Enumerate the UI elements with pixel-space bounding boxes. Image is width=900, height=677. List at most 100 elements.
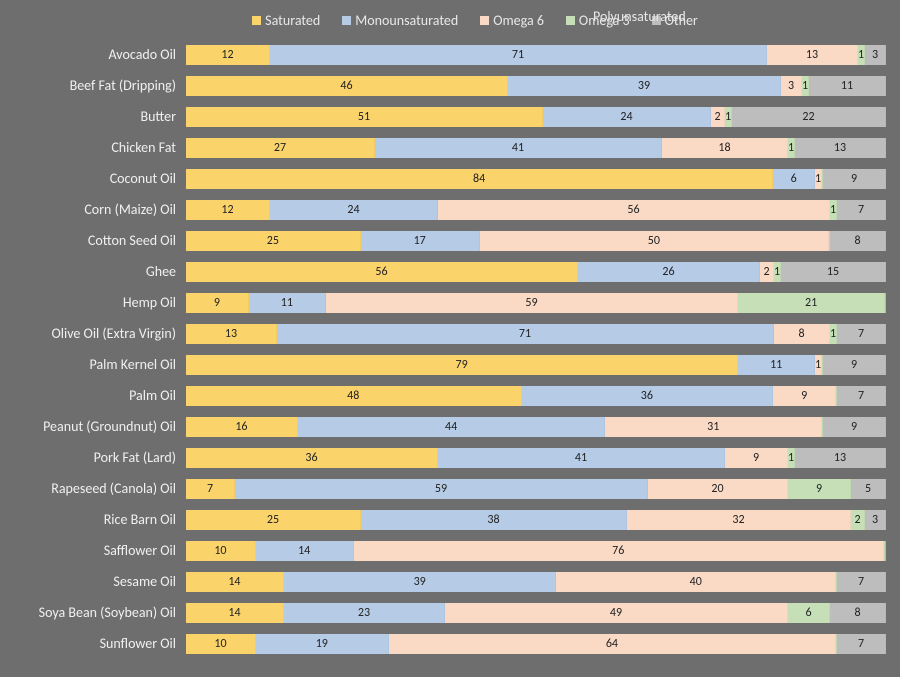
stacked-bar: 1644319 bbox=[186, 417, 886, 437]
segment-saturated: 56 bbox=[186, 262, 578, 282]
segment-saturated: 25 bbox=[186, 231, 361, 251]
row-label: Corn (Maize) Oil bbox=[14, 201, 186, 218]
stacked-bar: 1371817 bbox=[186, 324, 886, 344]
segment-monounsaturated: 41 bbox=[375, 138, 662, 158]
segment-other: 3 bbox=[865, 510, 886, 530]
segment-omega6: 18 bbox=[662, 138, 788, 158]
segment-saturated: 46 bbox=[186, 76, 508, 96]
row-label: Coconut Oil bbox=[14, 170, 186, 187]
row-label: Sesame Oil bbox=[14, 573, 186, 590]
stacked-bar: 25383223 bbox=[186, 510, 886, 530]
segment-omega6: 59 bbox=[326, 293, 738, 313]
segment-omega6: 13 bbox=[767, 45, 858, 65]
segment-other: 7 bbox=[837, 324, 886, 344]
segment-omega6: 1 bbox=[815, 355, 822, 375]
row-label: Pork Fat (Lard) bbox=[14, 449, 186, 466]
segment-other: 13 bbox=[795, 138, 886, 158]
row-label: Beef Fat (Dripping) bbox=[14, 77, 186, 94]
segment-omega6: 32 bbox=[627, 510, 851, 530]
segment-monounsaturated: 71 bbox=[277, 324, 774, 344]
stacked-bar: 101476 bbox=[186, 541, 886, 561]
segment-omega6: 40 bbox=[556, 572, 836, 592]
row-label: Hemp Oil bbox=[14, 294, 186, 311]
segment-saturated: 79 bbox=[186, 355, 738, 375]
segment-saturated: 9 bbox=[186, 293, 249, 313]
chart-row: Avocado Oil12711313 bbox=[14, 39, 886, 70]
segment-other: 9 bbox=[823, 169, 886, 189]
segment-omega6: 1 bbox=[815, 169, 822, 189]
row-label: Sunflower Oil bbox=[14, 635, 186, 652]
legend-swatch-omega3 bbox=[566, 16, 575, 25]
segment-other: 22 bbox=[732, 107, 886, 127]
stacked-bar: 12245617 bbox=[186, 200, 886, 220]
segment-saturated: 14 bbox=[186, 572, 284, 592]
segment-omega6: 56 bbox=[438, 200, 830, 220]
segment-monounsaturated: 44 bbox=[298, 417, 606, 437]
segment-omega6: 2 bbox=[711, 107, 725, 127]
segment-monounsaturated: 11 bbox=[738, 355, 815, 375]
chart-row: Rice Barn Oil25383223 bbox=[14, 504, 886, 535]
chart-row: Palm Oil483697 bbox=[14, 380, 886, 411]
segment-monounsaturated: 23 bbox=[284, 603, 445, 623]
segment-saturated: 14 bbox=[186, 603, 284, 623]
segment-other: 7 bbox=[837, 572, 886, 592]
segment-other: 3 bbox=[865, 45, 886, 65]
segment-other: 8 bbox=[830, 603, 886, 623]
segment-saturated: 16 bbox=[186, 417, 298, 437]
chart-row: Rapeseed (Canola) Oil7592095 bbox=[14, 473, 886, 504]
chart-rows: Avocado Oil12711313Beef Fat (Dripping)46… bbox=[0, 39, 900, 673]
chart-row: Soya Bean (Soybean) Oil14234968 bbox=[14, 597, 886, 628]
segment-other: 5 bbox=[851, 479, 886, 499]
stacked-bar: 1439407 bbox=[186, 572, 886, 592]
segment-saturated: 84 bbox=[186, 169, 773, 189]
segment-saturated: 48 bbox=[186, 386, 522, 406]
legend-item-omega6: Omega 6 bbox=[480, 12, 544, 29]
segment-other: 9 bbox=[823, 417, 886, 437]
chart-row: Sunflower Oil1019647 bbox=[14, 628, 886, 659]
chart-row: Ghee56262115 bbox=[14, 256, 886, 287]
chart-row: Hemp Oil9115921 bbox=[14, 287, 886, 318]
stacked-bar: 84619 bbox=[186, 169, 886, 189]
chart-row: Coconut Oil84619 bbox=[14, 163, 886, 194]
segment-other: 7 bbox=[837, 200, 886, 220]
segment-monounsaturated: 59 bbox=[235, 479, 648, 499]
segment-saturated: 13 bbox=[186, 324, 277, 344]
segment-other: 11 bbox=[809, 76, 886, 96]
segment-omega6: 49 bbox=[445, 603, 788, 623]
row-label: Butter bbox=[14, 108, 186, 125]
segment-omega6: 3 bbox=[781, 76, 802, 96]
segment-saturated: 12 bbox=[186, 45, 270, 65]
segment-omega6: 20 bbox=[648, 479, 788, 499]
row-label: Peanut (Groundnut) Oil bbox=[14, 418, 186, 435]
stacked-bar: 2517508 bbox=[186, 231, 886, 251]
segment-omega3: 1 bbox=[788, 448, 795, 468]
stacked-bar: 7592095 bbox=[186, 479, 886, 499]
chart-row: Palm Kernel Oil791119 bbox=[14, 349, 886, 380]
segment-monounsaturated: 41 bbox=[438, 448, 725, 468]
stacked-bar: 51242122 bbox=[186, 107, 886, 127]
segment-other: 7 bbox=[837, 386, 886, 406]
legend-label: Monounsaturated bbox=[355, 12, 458, 29]
segment-saturated: 12 bbox=[186, 200, 270, 220]
segment-saturated: 10 bbox=[186, 634, 256, 654]
segment-omega6: 2 bbox=[760, 262, 774, 282]
row-label: Cotton Seed Oil bbox=[14, 232, 186, 249]
chart-row: Cotton Seed Oil2517508 bbox=[14, 225, 886, 256]
row-label: Olive Oil (Extra Virgin) bbox=[14, 325, 186, 342]
segment-omega6: 9 bbox=[773, 386, 836, 406]
row-label: Safflower Oil bbox=[14, 542, 186, 559]
segment-other: 13 bbox=[795, 448, 886, 468]
row-label: Chicken Fat bbox=[14, 139, 186, 156]
segment-monounsaturated: 71 bbox=[270, 45, 767, 65]
stacked-bar: 56262115 bbox=[186, 262, 886, 282]
segment-saturated: 27 bbox=[186, 138, 375, 158]
segment-omega3: 1 bbox=[788, 138, 795, 158]
fat-composition-chart: Polyunsaturated SaturatedMonounsaturated… bbox=[0, 0, 900, 677]
segment-monounsaturated: 24 bbox=[543, 107, 711, 127]
chart-row: Corn (Maize) Oil12245617 bbox=[14, 194, 886, 225]
row-label: Rice Barn Oil bbox=[14, 511, 186, 528]
row-label: Palm Kernel Oil bbox=[14, 356, 186, 373]
chart-row: Sesame Oil1439407 bbox=[14, 566, 886, 597]
legend-item-saturated: Saturated bbox=[252, 12, 320, 29]
segment-monounsaturated: 39 bbox=[284, 572, 557, 592]
